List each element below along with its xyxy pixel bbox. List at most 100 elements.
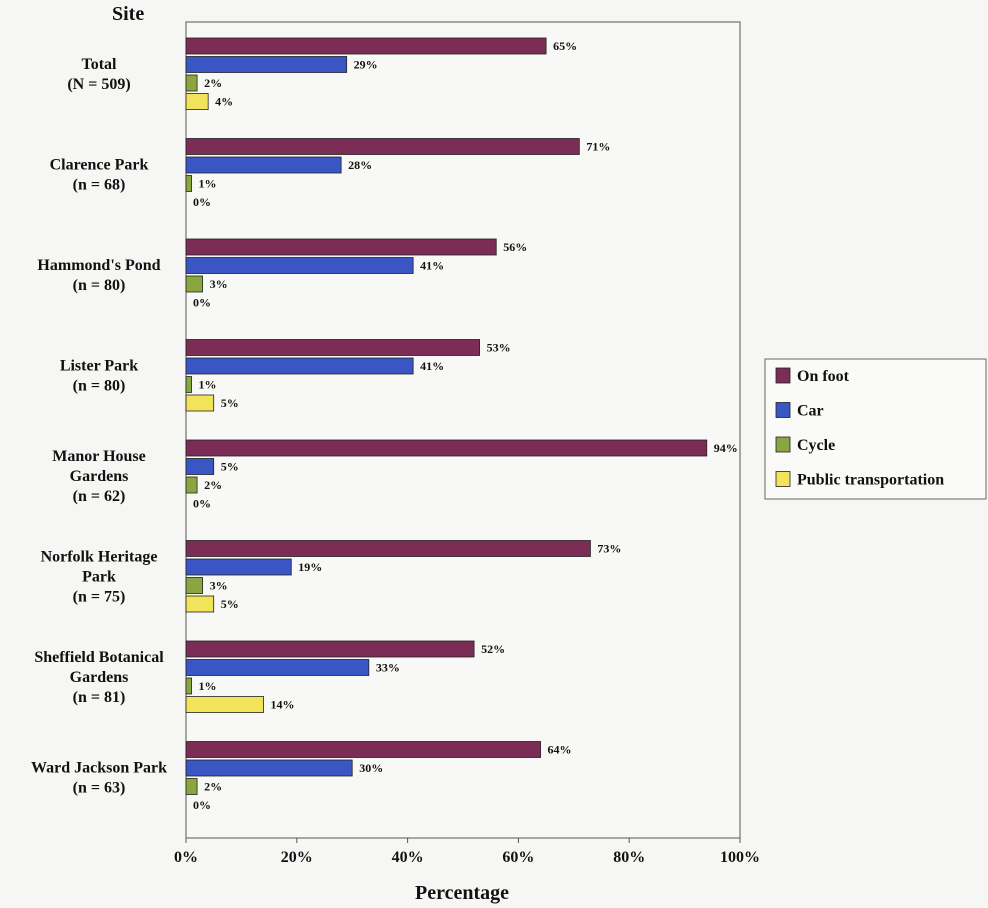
value-label: 1% xyxy=(199,378,217,392)
category-label: (n = 62) xyxy=(73,488,126,505)
value-label: 1% xyxy=(199,679,217,693)
category-labels-layer: Total (N = 509) Clarence Park (n = 68) Hammo… xyxy=(31,56,167,797)
category-label: (n = 68) xyxy=(73,176,126,193)
value-label: 0% xyxy=(193,497,211,511)
value-label: 33% xyxy=(376,661,400,675)
bar-on-foot-2 xyxy=(186,239,496,255)
value-label: 29% xyxy=(354,58,378,72)
bar-on-foot-7 xyxy=(186,742,541,758)
value-label: 94% xyxy=(714,441,738,455)
bar-on-foot-6 xyxy=(186,641,474,657)
bar-car-5 xyxy=(186,559,291,575)
bar-car-2 xyxy=(186,258,413,274)
legend-label: On foot xyxy=(797,368,850,385)
value-label: 3% xyxy=(210,579,228,593)
value-label: 64% xyxy=(548,743,572,757)
bar-car-1 xyxy=(186,157,341,173)
bar-cycle-5 xyxy=(186,578,203,594)
bar-public-transportation-5 xyxy=(186,596,214,612)
bar-car-4 xyxy=(186,459,214,475)
legend-swatch xyxy=(776,472,790,487)
bar-on-foot-5 xyxy=(186,541,590,557)
bar-car-3 xyxy=(186,358,413,374)
x-ticks-layer: 0% 20% 40% 60% 80% 100% xyxy=(174,838,760,866)
value-label: 0% xyxy=(193,195,211,209)
bar-cycle-7 xyxy=(186,779,197,795)
value-label: 14% xyxy=(271,698,295,712)
value-label: 73% xyxy=(597,542,621,556)
category-label: Ward Jackson Park xyxy=(31,759,167,776)
x-tick-label: 60% xyxy=(502,849,534,866)
bar-car-7 xyxy=(186,760,352,776)
value-label: 0% xyxy=(193,798,211,812)
bar-on-foot-1 xyxy=(186,139,579,155)
bar-car-6 xyxy=(186,660,369,676)
category-label: (n = 81) xyxy=(73,689,126,706)
bar-cycle-2 xyxy=(186,276,203,292)
x-axis-title: Percentage xyxy=(415,882,509,904)
category-label: Norfolk Heritage xyxy=(41,548,158,565)
value-label: 56% xyxy=(503,240,527,254)
bar-cycle-4 xyxy=(186,477,197,493)
x-tick-label: 20% xyxy=(281,849,313,866)
x-tick-label: 40% xyxy=(392,849,424,866)
legend-label: Car xyxy=(797,403,824,420)
bar-public-transportation-3 xyxy=(186,395,214,411)
value-label: 71% xyxy=(586,140,610,154)
value-label: 4% xyxy=(215,95,233,109)
bar-cycle-1 xyxy=(186,176,192,192)
value-label: 2% xyxy=(204,478,222,492)
category-label: (n = 80) xyxy=(73,377,126,394)
bar-public-transportation-0 xyxy=(186,94,208,110)
value-label: 52% xyxy=(481,642,505,656)
value-label: 2% xyxy=(204,780,222,794)
value-label: 2% xyxy=(204,76,222,90)
value-label: 53% xyxy=(487,341,511,355)
bar-car-0 xyxy=(186,57,347,73)
legend-swatch xyxy=(776,403,790,418)
category-label: (N = 509) xyxy=(67,76,130,93)
category-label: Hammond's Pond xyxy=(37,257,160,274)
value-label: 41% xyxy=(420,259,444,273)
category-label: Gardens xyxy=(70,669,129,686)
category-label: (n = 63) xyxy=(73,779,126,796)
y-axis-title: Site xyxy=(112,3,144,25)
category-label: Sheffield Botanical xyxy=(34,649,164,666)
value-label: 3% xyxy=(210,277,228,291)
legend-swatch xyxy=(776,437,790,452)
value-label: 5% xyxy=(221,396,239,410)
legend-swatch xyxy=(776,368,790,383)
bar-on-foot-0 xyxy=(186,38,546,54)
category-label: Total xyxy=(82,56,118,73)
x-tick-label: 80% xyxy=(613,849,645,866)
bar-cycle-6 xyxy=(186,678,192,694)
legend: On foot Car Cycle Public transportation xyxy=(765,359,986,499)
value-label: 19% xyxy=(298,560,322,574)
value-label: 5% xyxy=(221,597,239,611)
category-label: (n = 80) xyxy=(73,277,126,294)
x-tick-label: 100% xyxy=(720,849,760,866)
value-label: 65% xyxy=(553,39,577,53)
category-label: (n = 75) xyxy=(73,588,126,605)
bar-on-foot-4 xyxy=(186,440,707,456)
bar-cycle-0 xyxy=(186,75,197,91)
category-label: Manor House xyxy=(52,448,145,465)
value-label: 30% xyxy=(359,761,383,775)
value-label: 1% xyxy=(199,177,217,191)
category-label: Park xyxy=(82,568,116,585)
bar-on-foot-3 xyxy=(186,340,480,356)
value-label: 0% xyxy=(193,296,211,310)
bar-public-transportation-6 xyxy=(186,697,264,713)
category-label: Clarence Park xyxy=(50,156,149,173)
legend-label: Cycle xyxy=(797,437,835,454)
value-label: 41% xyxy=(420,359,444,373)
value-label: 28% xyxy=(348,158,372,172)
legend-label: Public transportation xyxy=(797,472,944,489)
category-label: Lister Park xyxy=(60,357,138,374)
category-label: Gardens xyxy=(70,468,129,485)
value-label: 5% xyxy=(221,460,239,474)
x-tick-label: 0% xyxy=(174,849,198,866)
bar-cycle-3 xyxy=(186,377,192,393)
